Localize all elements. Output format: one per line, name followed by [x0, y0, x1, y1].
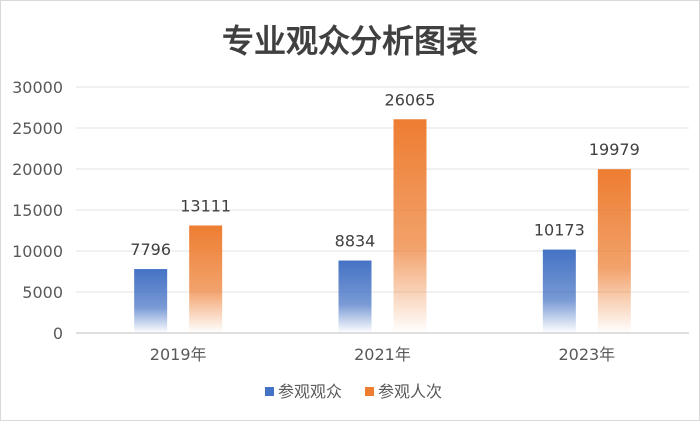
bar-1-1 [393, 119, 427, 333]
bar-1-0 [338, 260, 372, 333]
grid-layer [76, 86, 689, 334]
y-tick-label: 0 [53, 324, 63, 343]
x-tick-label: 2023年 [558, 345, 615, 364]
legend-swatch [365, 387, 374, 396]
y-tick-label: 10000 [12, 242, 63, 261]
legend-label: 参观观众 [278, 382, 342, 401]
y-tick-label: 30000 [12, 78, 63, 97]
y-tick-label: 15000 [12, 201, 63, 220]
bar-layer [134, 119, 631, 333]
data-label: 26065 [385, 90, 436, 109]
x-tick-label: 2019年 [150, 345, 207, 364]
bar-0-0 [134, 269, 168, 333]
chart-title: 专业观众分析图表 [222, 22, 478, 60]
data-label: 10173 [534, 221, 585, 240]
y-tick-label: 5000 [22, 283, 63, 302]
data-label: 19979 [589, 140, 640, 159]
bar-2-1 [597, 169, 631, 333]
data-label: 13111 [180, 196, 231, 215]
label-layer: 0 5000 10000 15000 20000 25000 30000 7796 13111 2… [12, 78, 640, 364]
y-tick-label: 20000 [12, 160, 63, 179]
y-tick-label: 25000 [12, 119, 63, 138]
legend-label: 参观人次 [378, 382, 442, 401]
legend: 参观观众 参观人次 [265, 382, 442, 401]
bar-0-1 [189, 225, 223, 333]
bar-2-0 [542, 249, 576, 333]
data-label: 8834 [335, 232, 376, 251]
legend-swatch [265, 387, 274, 396]
x-tick-label: 2021年 [354, 345, 411, 364]
data-label: 7796 [130, 240, 171, 259]
